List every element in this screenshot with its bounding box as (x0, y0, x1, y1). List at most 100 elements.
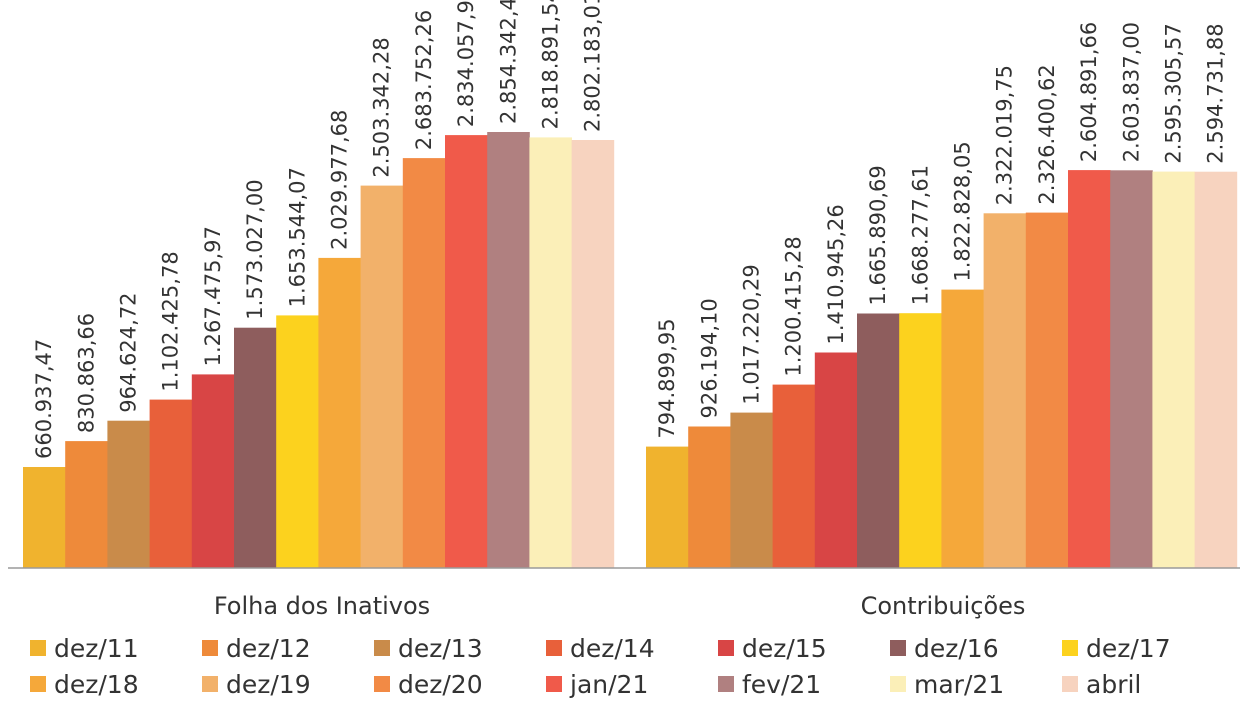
value-label-g0-dez-15: 1.267.475,97 (201, 226, 225, 366)
value-label-g1-dez-19: 2.322.019,75 (993, 65, 1017, 205)
legend-item-jan-21: jan/21 (536, 670, 708, 699)
value-label-g1-dez-15: 1.410.945,26 (824, 204, 848, 344)
value-label-g0-dez-12: 830.863,66 (74, 313, 98, 433)
bar-g0-dez-14 (149, 399, 193, 568)
legend-item-dez-14: dez/14 (536, 634, 708, 663)
legend-label: dez/14 (570, 633, 655, 663)
bar-g1-dez-12 (688, 426, 731, 568)
value-label-g0-mar-21: 2.818.891,54 (539, 0, 563, 129)
legend-item-dez-18: dez/18 (20, 670, 192, 699)
value-label-g0-dez-14: 1.102.425,78 (159, 251, 183, 391)
bar-g1-jan-21 (1068, 170, 1111, 568)
value-label-g1-dez-14: 1.200.415,28 (782, 236, 806, 376)
legend-swatch (1062, 676, 1078, 692)
bar-g0-jan-21 (445, 135, 488, 568)
legend-swatch (718, 640, 734, 656)
group-label-contribuicoes: Contribuições (861, 592, 1026, 620)
legend-item-dez-12: dez/12 (192, 634, 364, 663)
bar-g1-dez-18 (941, 289, 984, 568)
value-label-g0-dez-18: 2.029.977,68 (328, 110, 352, 250)
value-label-g1-dez-11: 794.899,95 (655, 318, 679, 438)
bar-g1-dez-11 (646, 446, 689, 568)
legend-label: dez/19 (226, 669, 311, 699)
bars-layer (23, 132, 1238, 569)
legend-row-2: dez/18 dez/19 dez/20 jan/21 fev/21 mar/21 abri… (20, 666, 1230, 702)
legend-item-dez-13: dez/13 (364, 634, 536, 663)
legend-item-dez-17: dez/17 (1052, 634, 1224, 663)
bar-g0-dez-19 (360, 185, 404, 568)
value-label-g1-dez-13: 1.017.220,29 (740, 264, 764, 404)
legend-label: dez/15 (742, 633, 827, 663)
bar-g0-dez-17 (276, 315, 319, 568)
legend-label: dez/13 (398, 633, 483, 663)
legend-swatch (890, 640, 906, 656)
legend-item-mar-21: mar/21 (880, 670, 1052, 699)
legend-label: mar/21 (914, 669, 1005, 699)
value-label-g0-fev-21: 2.854.342,43 (496, 0, 520, 124)
legend-label: dez/20 (398, 669, 483, 699)
bar-g1-dez-17 (899, 313, 942, 568)
legend-row-1: dez/11 dez/12 dez/13 dez/14 dez/15 dez/16 dez/… (20, 630, 1230, 666)
legend-swatch (546, 676, 562, 692)
legend-swatch (890, 676, 906, 692)
legend-label: dez/18 (54, 669, 139, 699)
legend-item-dez-16: dez/16 (880, 634, 1052, 663)
bar-g0-dez-20 (402, 158, 446, 568)
bar-g0-dez-12 (65, 441, 108, 568)
value-label-g0-dez-11: 660.937,47 (32, 339, 56, 459)
value-labels-layer: 660.937,47 830.863,66 964.624,72 1.102.425,… (32, 0, 1228, 459)
bar-g1-fev-21 (1110, 170, 1153, 569)
bar-g1-mar-21 (1152, 171, 1195, 568)
value-label-g1-dez-16: 1.665.890,69 (866, 165, 890, 305)
value-label-g0-jan-21: 2.834.057,93 (454, 0, 478, 127)
value-label-g0-dez-19: 2.503.342,28 (370, 37, 394, 177)
legend-swatch (1062, 640, 1078, 656)
legend-item-dez-15: dez/15 (708, 634, 880, 663)
bar-g1-dez-15 (814, 352, 858, 568)
legend-swatch (374, 640, 390, 656)
bar-g1-dez-14 (772, 384, 816, 568)
value-label-g1-dez-17: 1.668.277,61 (908, 165, 932, 305)
value-label-g1-fev-21: 2.603.837,00 (1119, 22, 1143, 162)
bar-g1-dez-13 (730, 412, 773, 568)
value-label-g0-abril: 2.802.183,01 (581, 0, 605, 132)
group-label-folha-dos-inativos: Folha dos Inativos (214, 592, 430, 620)
value-label-g1-dez-18: 1.822.828,05 (951, 141, 975, 281)
value-label-g1-jan-21: 2.604.891,66 (1077, 22, 1101, 162)
legend-swatch (30, 676, 46, 692)
value-label-g0-dez-13: 964.624,72 (117, 292, 141, 412)
bar-g0-dez-16 (234, 327, 277, 568)
legend-label: jan/21 (570, 669, 649, 699)
legend-swatch (202, 640, 218, 656)
legend-item-dez-19: dez/19 (192, 670, 364, 699)
bar-g0-dez-15 (191, 374, 235, 568)
bar-g0-dez-13 (107, 420, 150, 568)
legend-swatch (718, 676, 734, 692)
bar-g0-dez-18 (318, 257, 361, 568)
bar-g0-fev-21 (487, 132, 530, 568)
value-label-g0-dez-16: 1.573.027,00 (243, 179, 267, 319)
legend-label: dez/16 (914, 633, 999, 663)
value-label-g1-mar-21: 2.595.305,57 (1162, 23, 1186, 163)
value-label-g0-dez-20: 2.683.752,26 (412, 10, 436, 150)
bar-g0-dez-11 (23, 467, 66, 568)
bar-g1-dez-19 (983, 213, 1027, 569)
legend-label: dez/17 (1086, 633, 1171, 663)
legend-swatch (374, 676, 390, 692)
legend-swatch (202, 676, 218, 692)
bar-g1-dez-20 (1025, 212, 1069, 568)
legend-item-fev-21: fev/21 (708, 670, 880, 699)
legend-item-dez-20: dez/20 (364, 670, 536, 699)
bar-g1-dez-16 (857, 313, 900, 568)
legend-swatch (546, 640, 562, 656)
value-label-g1-abril: 2.594.731,88 (1204, 23, 1228, 163)
bar-g0-abril (571, 140, 615, 568)
legend: dez/11 dez/12 dez/13 dez/14 dez/15 dez/16 dez/… (20, 630, 1230, 702)
bar-g0-mar-21 (529, 137, 572, 568)
legend-label: dez/11 (54, 633, 139, 663)
bar-g1-abril (1194, 171, 1238, 568)
legend-swatch (30, 640, 46, 656)
value-label-g1-dez-20: 2.326.400,62 (1035, 64, 1059, 204)
bar-chart: 660.937,47 830.863,66 964.624,72 1.102.425,… (8, 0, 1240, 620)
legend-label: fev/21 (742, 669, 822, 699)
